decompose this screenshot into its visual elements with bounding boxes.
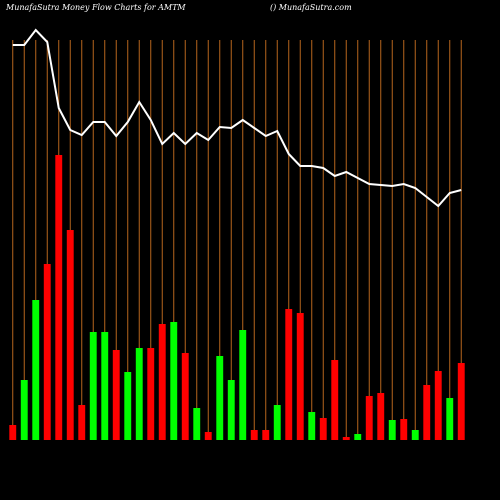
- bar: [170, 322, 178, 440]
- bar: [296, 313, 304, 440]
- bar: [308, 412, 316, 440]
- chart-title: MunafaSutra Money Flow Charts for AMTM: [5, 3, 186, 12]
- bar: [285, 309, 293, 440]
- bar: [319, 418, 327, 440]
- chart-subtitle: () MunafaSutra.com: [270, 3, 352, 12]
- bar: [124, 372, 132, 440]
- bar: [365, 396, 373, 440]
- bar: [411, 430, 419, 440]
- bar: [227, 380, 235, 440]
- bar: [112, 350, 120, 440]
- bar: [66, 230, 74, 440]
- bar: [423, 385, 431, 440]
- bar: [446, 398, 454, 440]
- bar: [273, 405, 281, 440]
- line: [12, 28, 462, 208]
- bar: [78, 405, 86, 440]
- bar: [9, 425, 17, 440]
- bar: [193, 408, 201, 440]
- bar: [377, 393, 385, 440]
- bar: [204, 432, 212, 440]
- bar: [331, 360, 339, 440]
- bar: [457, 363, 465, 440]
- bar: [181, 353, 189, 440]
- bar: [32, 300, 40, 440]
- bar: [400, 419, 408, 440]
- bar: [262, 430, 270, 440]
- bar: [89, 332, 97, 440]
- bar: [354, 434, 362, 440]
- bar: [101, 332, 109, 440]
- bar: [147, 348, 155, 440]
- bar: [250, 430, 258, 440]
- bar: [342, 437, 350, 440]
- bar: [20, 380, 28, 440]
- bar: [158, 324, 166, 440]
- bar: [434, 371, 442, 440]
- bar: [239, 330, 247, 440]
- bar: [388, 420, 396, 440]
- bar: [135, 348, 143, 440]
- bar: [43, 264, 51, 440]
- bar: [216, 356, 224, 440]
- bar: [55, 155, 63, 440]
